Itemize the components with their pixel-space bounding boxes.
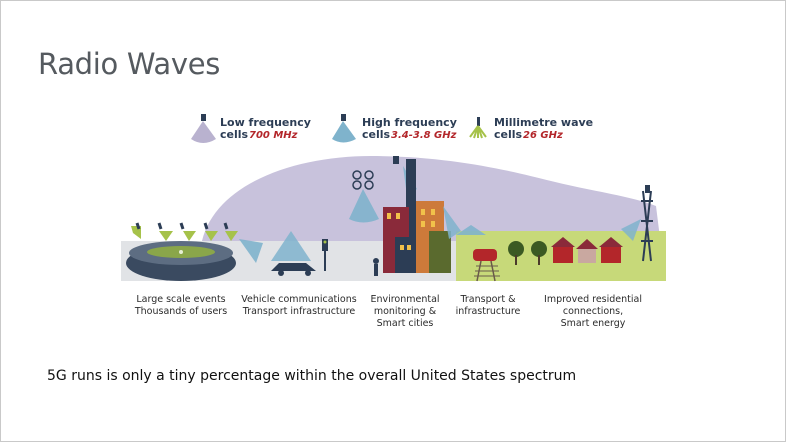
caption-line: Vehicle communications	[241, 294, 356, 305]
legend-high-frequency-name: High frequency	[362, 116, 457, 129]
legend-millimetre-wave: Millimetre wave cells 26 GHz	[469, 116, 593, 141]
high-frequency-antenna-icon	[332, 114, 356, 143]
caption-line: monitoring &	[374, 306, 437, 317]
5g-illustration: Low frequency cells 700 MHz High frequen…	[121, 114, 666, 329]
person-icon	[373, 258, 379, 276]
millimetre-wave-antenna-icon	[469, 117, 487, 139]
caption-large-scale-events: Large scale events Thousands of users	[134, 294, 227, 317]
slide-footer-text: 5G runs is only a tiny percentage within…	[47, 368, 577, 384]
legend-high-frequency-freq: 3.4-3.8 GHz	[391, 130, 457, 141]
legend-low-frequency-prefix: cells	[220, 128, 249, 141]
caption-line: Thousands of users	[134, 306, 227, 317]
drone-icon	[349, 170, 379, 223]
tower-icon	[641, 185, 653, 262]
caption-transport-infrastructure: Transport & infrastructure	[456, 294, 521, 317]
stadium-icon	[126, 222, 238, 281]
legend-high-frequency-prefix: cells	[362, 128, 391, 141]
trees-icon	[508, 241, 547, 265]
caption-line: Improved residential	[544, 294, 642, 305]
legend-high-frequency: High frequency cells 3.4-3.8 GHz	[332, 114, 457, 143]
high-frequency-beam	[239, 239, 263, 263]
city-buildings-icon	[383, 156, 461, 273]
legend-millimetre-wave-name: Millimetre wave	[494, 116, 593, 129]
caption-line: Environmental	[370, 294, 439, 305]
caption-vehicle-communications: Vehicle communications Transport infrast…	[241, 294, 356, 317]
legend-low-frequency-name: Low frequency	[220, 116, 311, 129]
caption-line: connections,	[563, 306, 623, 317]
traffic-light-icon	[322, 239, 328, 271]
legend-millimetre-wave-prefix: cells	[494, 128, 523, 141]
car-icon	[271, 231, 316, 276]
low-frequency-antenna-icon	[191, 114, 216, 143]
legend-millimetre-wave-freq: 26 GHz	[523, 130, 563, 141]
caption-line: Smart energy	[561, 318, 626, 329]
caption-line: Smart cities	[377, 318, 434, 329]
train-icon	[456, 225, 500, 282]
slide-title: Radio Waves	[38, 47, 221, 81]
caption-line: infrastructure	[456, 306, 521, 317]
houses-icon	[551, 219, 641, 263]
caption-environmental-monitoring: Environmental monitoring & Smart cities	[370, 294, 439, 329]
caption-line: Large scale events	[136, 294, 225, 305]
caption-line: Transport &	[459, 294, 516, 305]
caption-residential-connections: Improved residential connections, Smart …	[544, 294, 642, 329]
legend-low-frequency-freq: 700 MHz	[249, 130, 298, 141]
legend-low-frequency: Low frequency cells 700 MHz	[191, 114, 311, 143]
caption-line: Transport infrastructure	[242, 306, 356, 317]
